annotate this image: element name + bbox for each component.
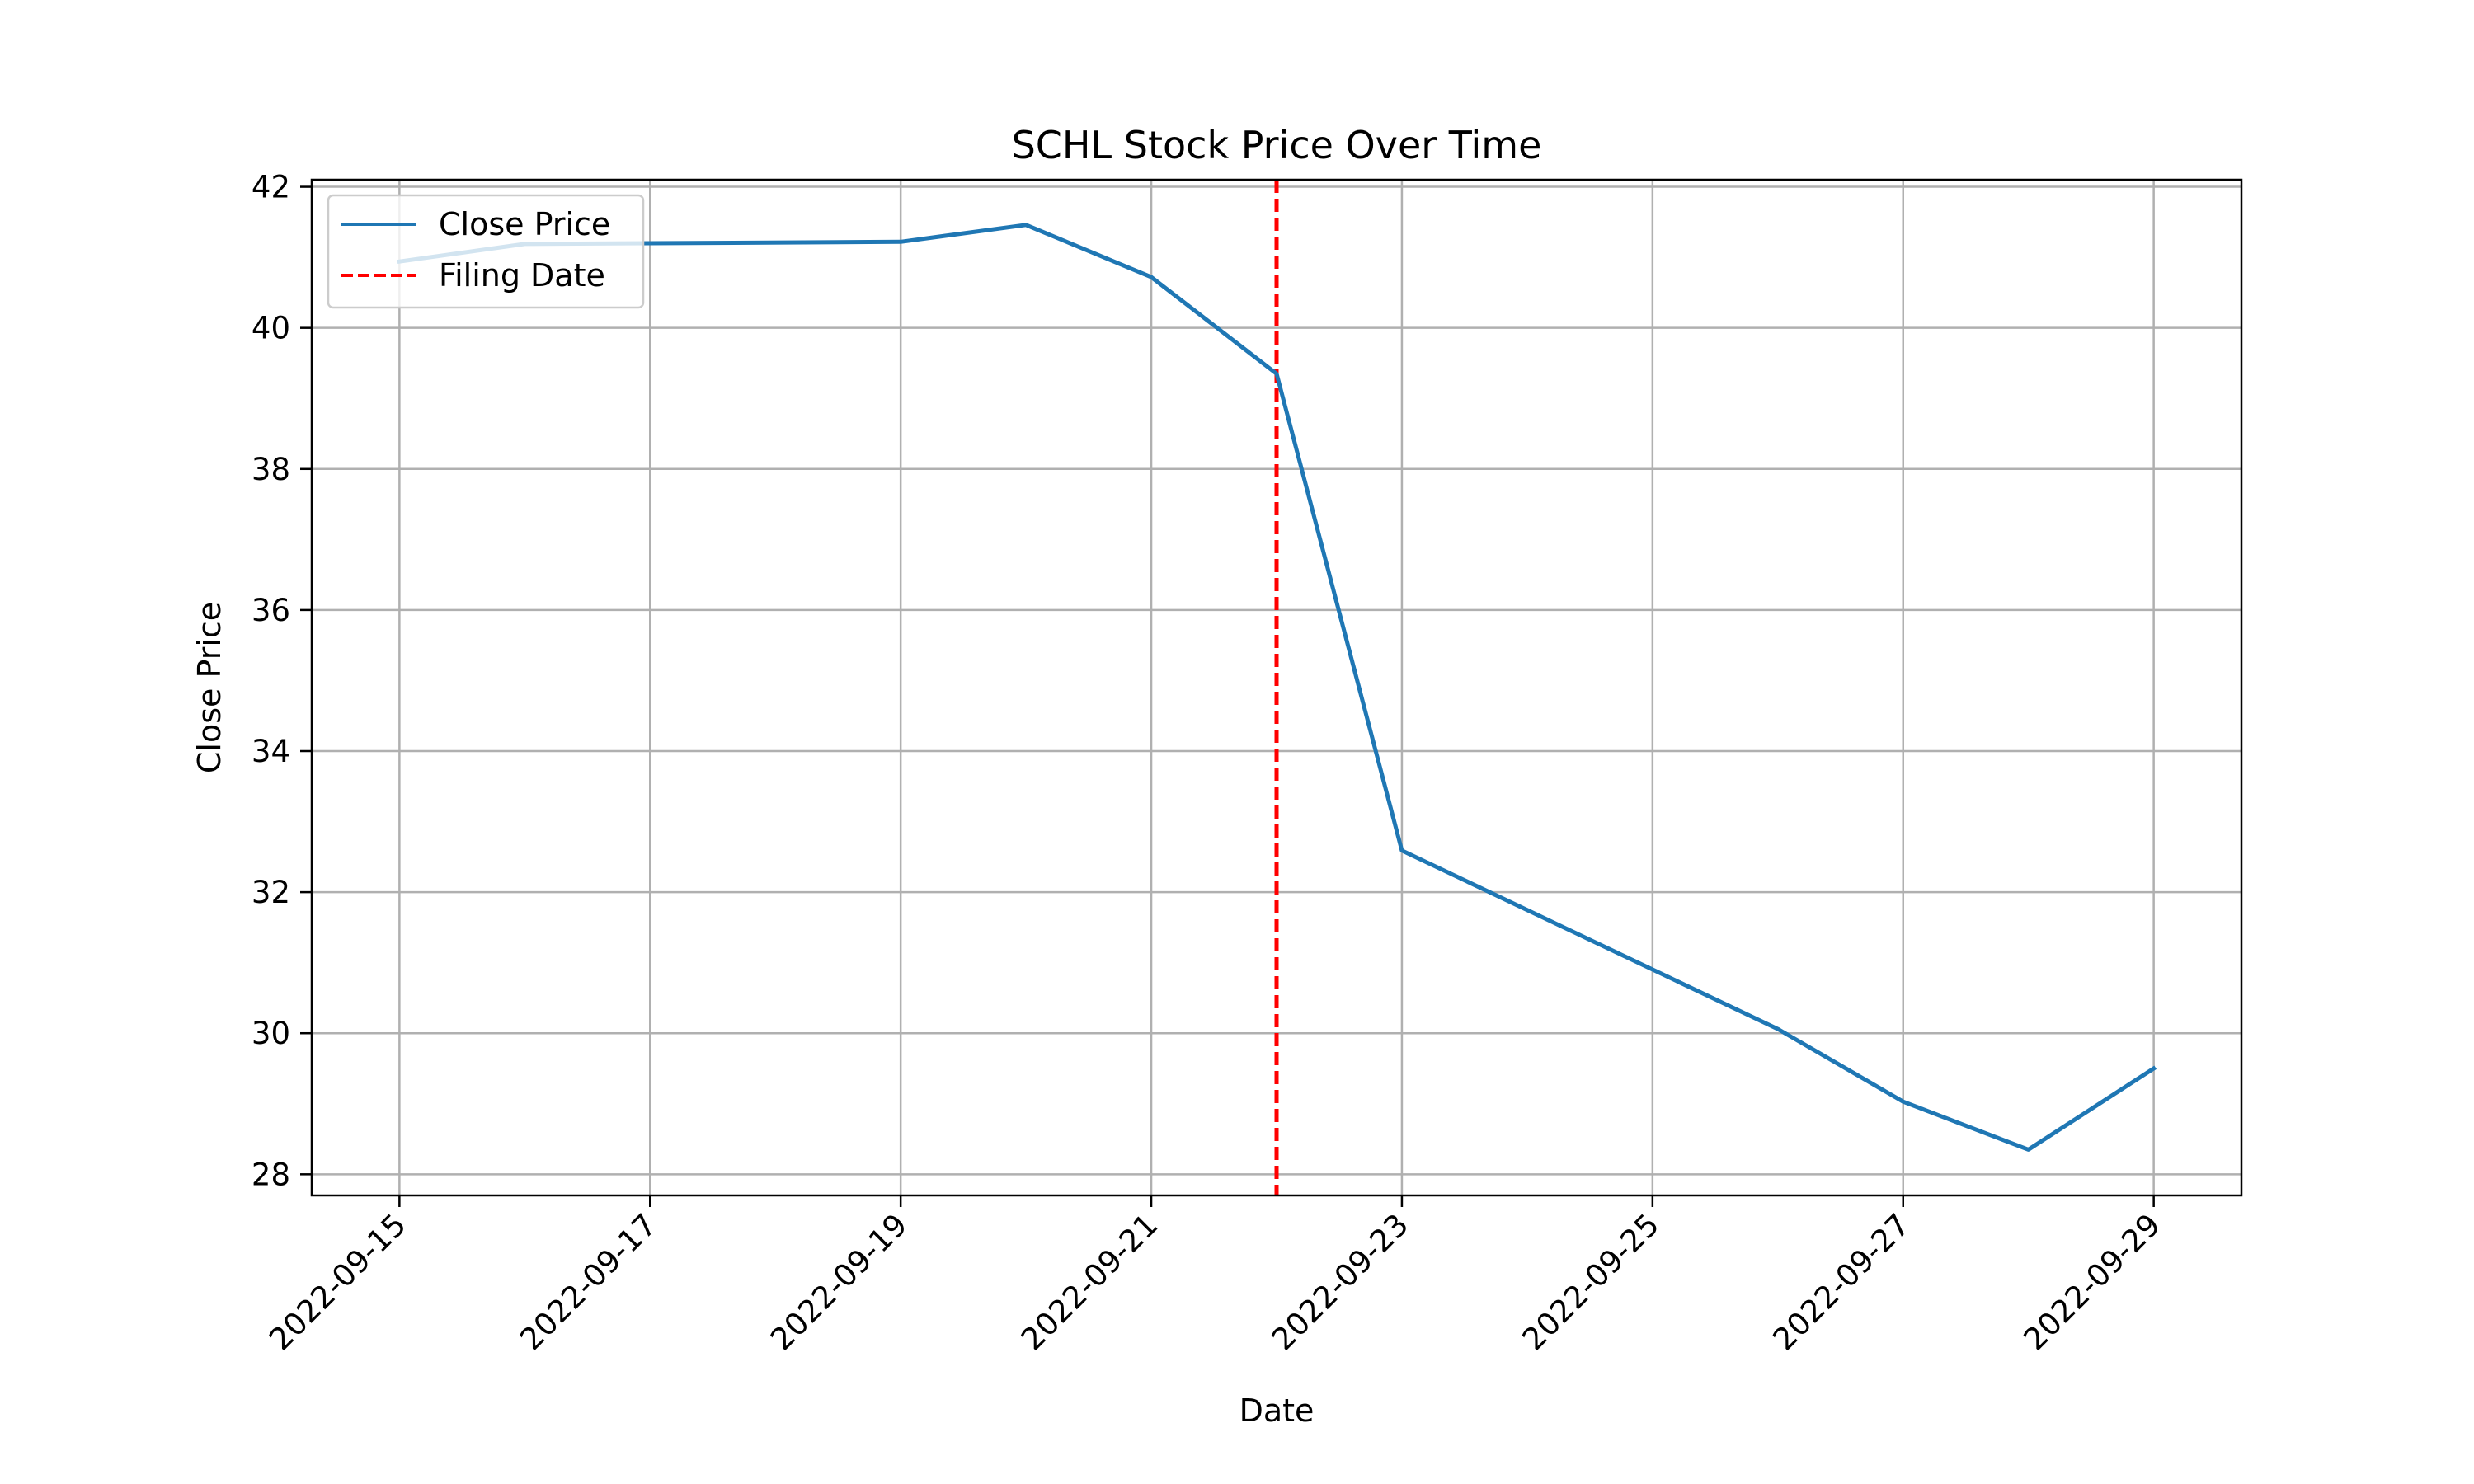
- y-axis-ticks: 28 30 32 34 36 38 40 42: [252, 170, 312, 1192]
- plot-frame: [310, 178, 2243, 1197]
- y-tick-label: 34: [252, 734, 290, 769]
- y-tick-label: 42: [252, 170, 290, 205]
- legend-label-close-price: Close Price: [439, 206, 610, 242]
- x-axis-label: Date: [1239, 1392, 1315, 1429]
- series-line-close-price: [397, 223, 2157, 1152]
- y-tick-label: 40: [252, 311, 290, 346]
- y-tick-label: 32: [252, 875, 290, 910]
- legend-label-filing-date: Filing Date: [439, 257, 605, 294]
- y-tick-label: 30: [252, 1016, 290, 1051]
- chart-title: SCHL Stock Price Over Time: [1012, 123, 1542, 167]
- y-axis-label: Close Price: [191, 602, 228, 773]
- legend: Close Price Filing Date: [327, 194, 645, 309]
- y-tick-label: 28: [252, 1157, 290, 1192]
- y-tick-label: 38: [252, 452, 290, 487]
- series: [397, 223, 2157, 1152]
- y-tick-label: 36: [252, 593, 290, 628]
